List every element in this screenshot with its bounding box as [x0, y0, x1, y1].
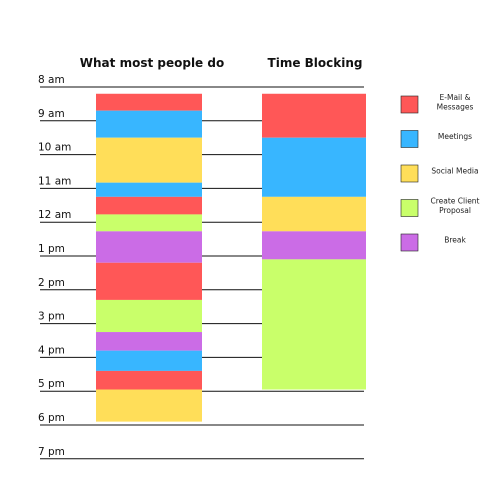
legend-swatch-email: [400, 95, 419, 114]
legend-label-email: E-Mail & Messages: [437, 93, 474, 112]
column-title: What most people do: [80, 56, 224, 70]
column-title: Time Blocking: [268, 56, 363, 70]
legend-swatch-social: [400, 164, 419, 183]
segment-email: [96, 262, 202, 300]
hour-label: 1 pm: [38, 243, 65, 255]
legend-swatch-proposal: [400, 199, 419, 217]
segment-social: [96, 389, 202, 422]
column-titles: What most people do Time Blocking: [80, 56, 363, 70]
segment-break: [262, 231, 366, 260]
legend-label-break: Break: [444, 236, 466, 245]
hour-label: 2 pm: [38, 277, 65, 289]
hour-label: 8 am: [38, 74, 65, 86]
segment-meetings: [262, 137, 366, 197]
hour-label: 5 pm: [38, 378, 65, 390]
legend-swatch-break: [400, 233, 419, 252]
segment-email: [262, 93, 366, 138]
segment-proposal: [262, 259, 366, 390]
hour-label: 3 pm: [38, 311, 65, 323]
segment-social: [96, 137, 202, 183]
segment-break: [96, 231, 202, 263]
segment-meetings: [96, 350, 202, 371]
legend-label-social: Social Media: [431, 167, 478, 176]
segment-email: [96, 93, 202, 111]
hour-label: 11 am: [38, 175, 71, 187]
hour-label: 9 am: [38, 108, 65, 120]
legend-swatch-meetings: [400, 130, 419, 148]
schedule-bars: [96, 93, 366, 422]
segment-meetings: [96, 110, 202, 138]
legend-label-proposal: Create Client Proposal: [430, 196, 479, 215]
hour-label: 6 pm: [38, 412, 65, 424]
hour-labels: 8 am 9 am 10 am 11 am 12 am 1 pm 2 pm 3 pm 4 pm 5…: [38, 74, 71, 458]
segment-proposal: [96, 299, 202, 333]
legend: E-Mail & Messages Meetings Social Media Crea…: [400, 93, 480, 252]
segment-email: [96, 370, 202, 390]
segment-social: [262, 196, 366, 232]
segment-proposal: [96, 214, 202, 232]
hour-label: 4 pm: [38, 344, 65, 356]
segment-break: [96, 332, 202, 351]
legend-label-meetings: Meetings: [438, 132, 472, 141]
hour-label: 12 am: [38, 209, 71, 221]
hour-label: 10 am: [38, 142, 71, 154]
hour-label: 7 pm: [38, 446, 65, 458]
segment-meetings: [96, 182, 202, 197]
segment-email: [96, 196, 202, 215]
